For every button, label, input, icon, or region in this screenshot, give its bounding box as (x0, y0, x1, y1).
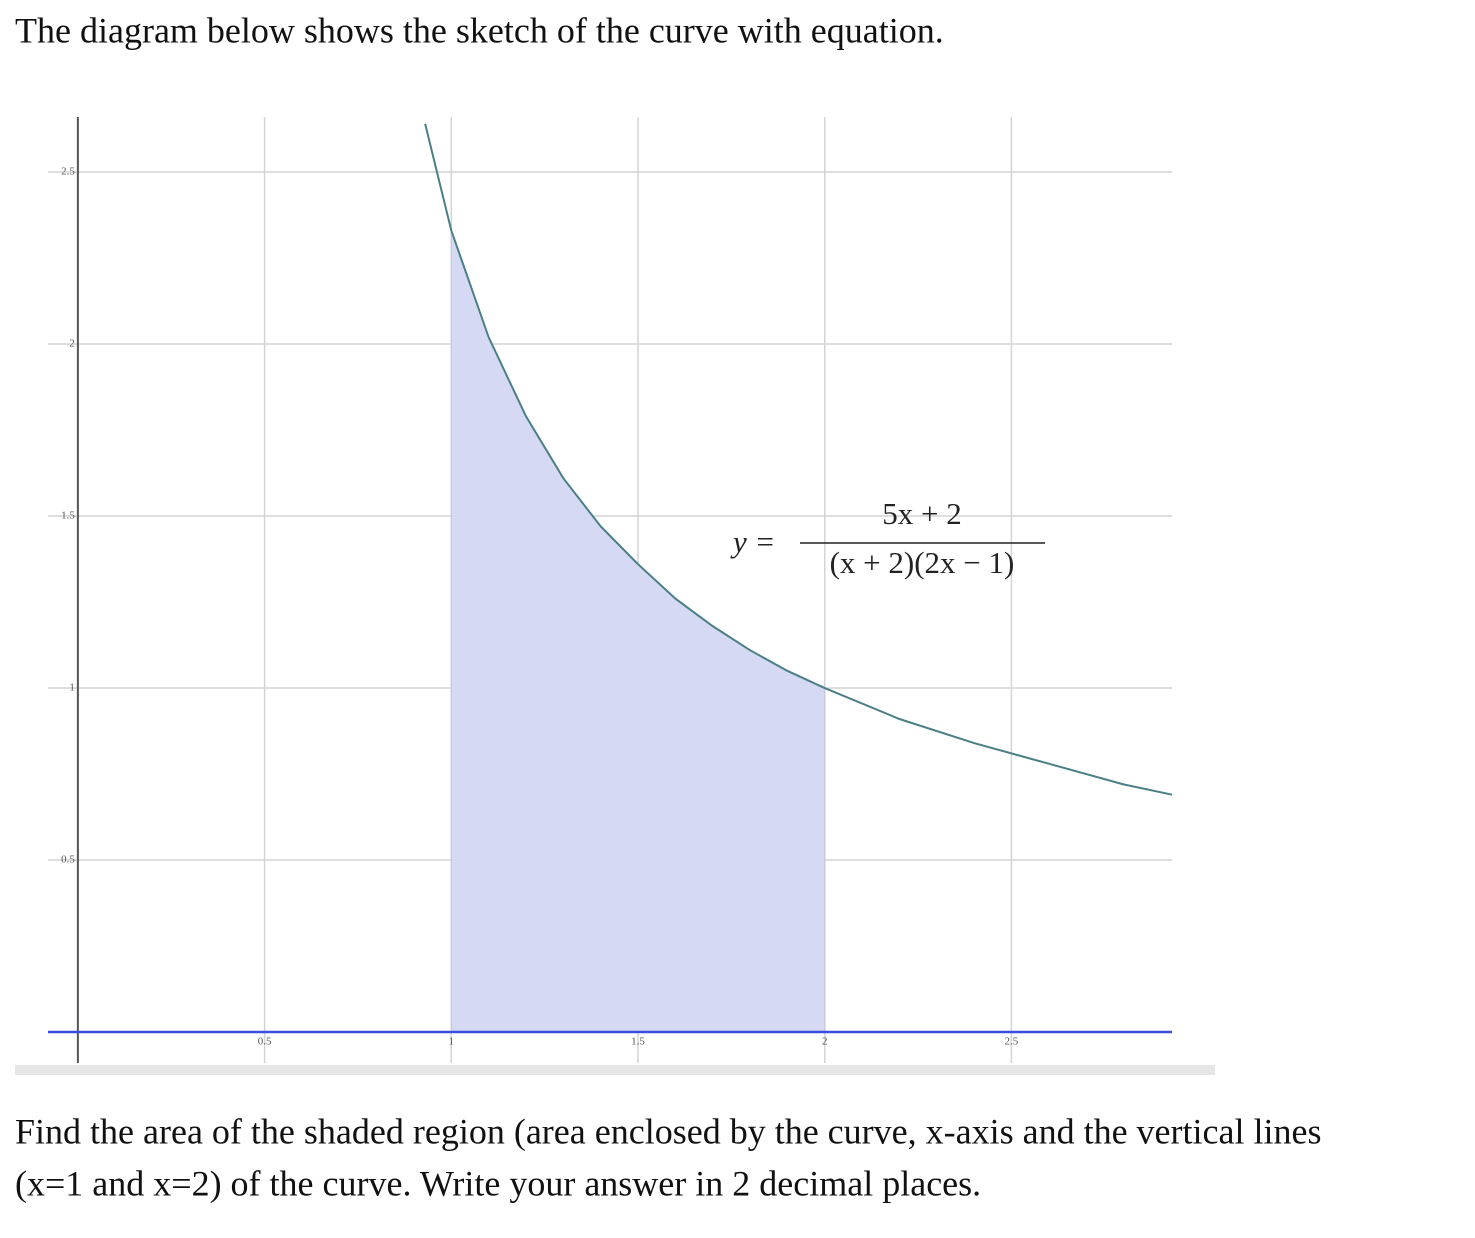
figure-border (15, 1065, 1215, 1075)
equation-numerator: 5x + 2 (882, 496, 961, 531)
x-tick-label: 2.5 (1005, 1036, 1019, 1048)
equation-lhs: y = (730, 524, 775, 559)
y-tick-label: 2 (69, 338, 75, 350)
y-tick-label: 1 (69, 682, 75, 694)
x-tick-label: 2 (822, 1036, 828, 1048)
x-tick-label: 1.5 (631, 1036, 645, 1048)
equation-denominator: (x + 2)(2x − 1) (830, 545, 1015, 580)
curve (424, 123, 1173, 796)
x-tick-label: 1 (449, 1036, 455, 1048)
y-tick-label: 1.5 (61, 510, 75, 522)
chart: 0.5 1 1.5 2 2.5 0.5 1 1.5 2 2.5 y = 5x + 2 (x + 2)(2… (48, 117, 1173, 1063)
y-tick-label: 0.5 (61, 854, 75, 866)
intro-text: The diagram below shows the sketch of th… (15, 10, 944, 50)
question-text: (x=1 and x=2) of the curve. Write your a… (15, 1163, 981, 1203)
question-text: Find the area of the shaded region (area… (15, 1111, 1321, 1151)
x-tick-label: 0.5 (258, 1036, 272, 1048)
y-tick-label: 2.5 (61, 166, 75, 178)
